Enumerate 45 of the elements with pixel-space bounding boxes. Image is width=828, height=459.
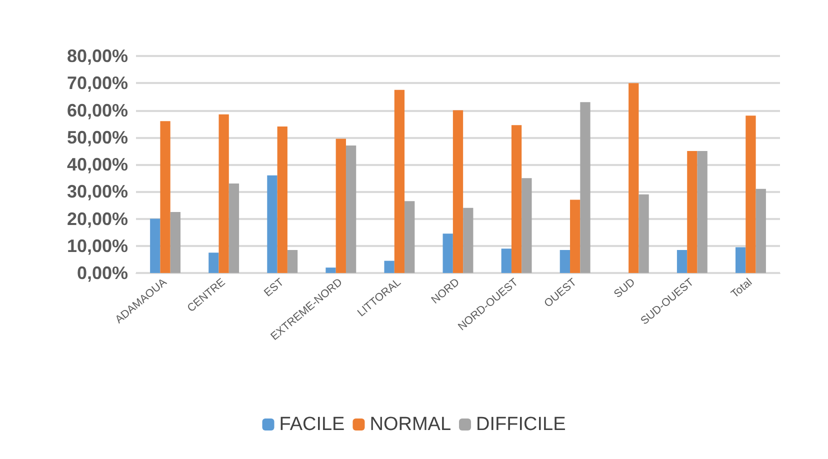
bar [452,110,464,273]
legend-label: FACILE [279,414,345,435]
bar [511,125,522,273]
bar [628,83,639,273]
bar [277,126,288,273]
bar [150,218,160,273]
bar [676,250,688,273]
bar [336,138,346,273]
y-tick-label: 0,00% [76,263,128,283]
bar [218,114,229,273]
y-tick-label: 80,00% [66,46,128,66]
y-tick-label: 50,00% [66,127,128,148]
bar [170,212,180,273]
bar [560,250,570,273]
bar [501,248,512,273]
bar [756,188,766,273]
y-tick-label: 70,00% [66,73,128,94]
y-tick-label: 20,00% [66,208,128,229]
y-tick-label: 30,00% [66,182,128,202]
bar [384,260,394,273]
bar [160,121,170,273]
bar [570,200,580,273]
bar [687,150,698,273]
legend-label: DIFFICILE [476,414,566,435]
bar [404,201,415,273]
x-tick-label: SUD [612,276,638,301]
bar [228,183,240,273]
y-tick-label: 10,00% [66,236,128,256]
legend-label: NORMAL [370,414,452,435]
bar [442,234,453,273]
bar [394,90,405,273]
bar [208,252,219,273]
bar [522,178,532,273]
bar [580,102,590,273]
bar [346,146,356,273]
bar [746,116,756,273]
bar [287,250,298,273]
bar [638,194,649,273]
bar [736,247,746,273]
y-tick-label: 40,00% [66,154,128,174]
bar [463,208,474,273]
bar [326,268,336,273]
y-tick-label: 60,00% [66,100,128,120]
bar [267,175,278,273]
bar [697,150,708,273]
